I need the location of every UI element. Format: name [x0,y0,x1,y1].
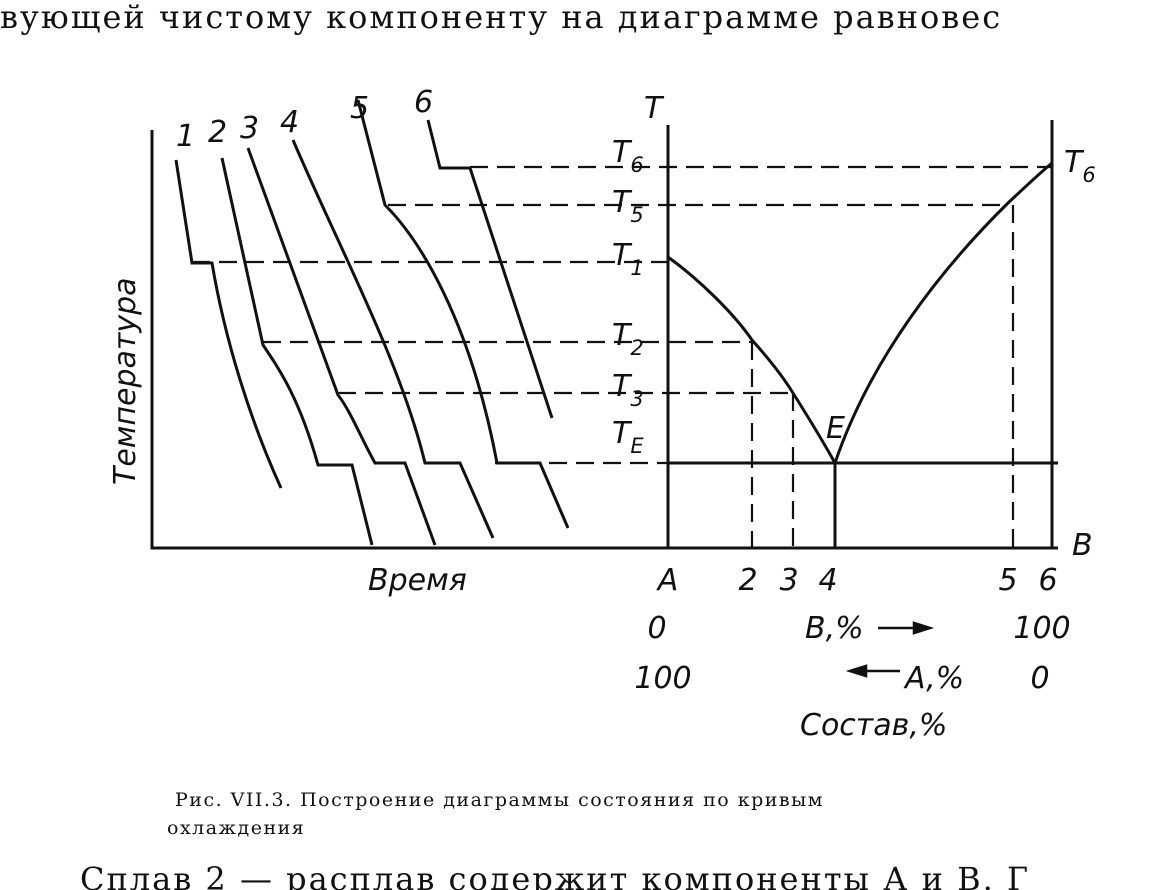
bottom-text: Сплав 2 — расплав содержит компоненты А … [80,860,1030,890]
t-label-right: T6 [1064,145,1096,187]
liquidus-left [667,255,837,464]
x-label: Время [368,563,467,598]
eutectic-label: E [826,411,845,446]
curve-2 [220,157,374,546]
t-label: T1 [612,238,644,280]
curve-number: 6 [414,85,433,120]
t-label: TE [612,416,644,458]
caption-line: охлаждения [167,817,305,839]
t-subscript: 5 [630,203,643,227]
t-subscript: 2 [630,336,643,360]
curve-number: 4 [280,105,299,140]
composition-tick: 5 [998,563,1017,598]
cooling-curves [150,99,1058,550]
curve-number: 1 [176,119,195,154]
composition-tick: A [656,563,679,598]
arrow-left [845,664,900,678]
phase-diagram [192,120,1058,678]
t-symbol: T [612,318,633,353]
curve-number: 3 [240,111,259,146]
b-row-right: 100 [1013,611,1070,646]
a-row-left: 100 [634,661,691,696]
a-row-right: 0 [1030,661,1049,696]
b-row-label: B,% [805,611,864,646]
arrow-right [878,621,935,635]
t-label: T2 [612,318,644,360]
liquidus-right [833,161,1053,464]
t-symbol: T [612,238,633,273]
composition-tick: 6 [1038,563,1057,598]
curve-4 [291,139,495,539]
axis-b-label: B [1072,528,1093,563]
t-symbol: T [1064,145,1085,180]
composition-tick: 3 [779,563,798,598]
t-subscript: 6 [630,153,643,177]
curve-1 [174,159,283,489]
labels: A 2 3 4 5 6 1 2 3 4 5 6 T E B Температур… [80,85,1096,890]
t-label: T5 [612,185,644,227]
caption-line: Рис. VII.3. Построение диаграммы состоян… [175,789,824,811]
t-subscript: 1 [630,256,643,280]
top-text: вующей чистому компоненту на диаграмме р… [0,0,1002,36]
t-subscript: E [630,434,644,458]
a-row-label: A,% [903,661,964,696]
curve-6 [426,119,554,419]
t-label: T3 [612,369,644,411]
b-row-left: 0 [647,611,666,646]
t-symbol: T [612,135,633,170]
curve-5 [356,99,570,529]
composition-tick: 4 [818,563,837,598]
t-symbol: T [612,369,633,404]
t-subscript: 3 [630,387,643,411]
curve-number: 2 [208,115,227,150]
curve-3 [246,147,437,546]
t-label: T6 [612,135,644,177]
composition-label: Состав,% [800,708,947,743]
y-label: Температура [108,277,143,485]
t-subscript: 6 [1082,163,1095,187]
t-symbol: T [612,185,633,220]
t-symbol: T [612,416,633,451]
composition-tick: 2 [738,563,757,598]
time-axes [150,130,1058,550]
axis-t-label: T [644,91,665,126]
curve-number: 5 [350,91,369,126]
